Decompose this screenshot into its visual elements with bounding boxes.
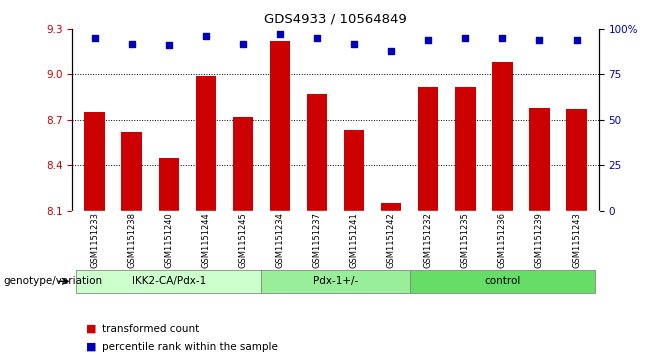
Bar [344, 130, 365, 211]
Point [386, 48, 397, 54]
Point [349, 41, 359, 46]
Point [274, 32, 285, 37]
Text: GSM1151232: GSM1151232 [424, 212, 433, 268]
Bar [122, 132, 142, 211]
Point [126, 41, 137, 46]
Text: transformed count: transformed count [102, 323, 199, 334]
Point [460, 35, 470, 41]
Text: GSM1151243: GSM1151243 [572, 212, 581, 268]
Text: GSM1151244: GSM1151244 [201, 212, 211, 268]
Text: GSM1151242: GSM1151242 [387, 212, 395, 268]
Point [534, 37, 545, 43]
Text: IKK2-CA/Pdx-1: IKK2-CA/Pdx-1 [132, 276, 206, 286]
Bar [195, 76, 216, 211]
Text: GSM1151239: GSM1151239 [535, 212, 544, 268]
Title: GDS4933 / 10564849: GDS4933 / 10564849 [265, 12, 407, 25]
Bar [418, 86, 438, 211]
Text: Pdx-1+/-: Pdx-1+/- [313, 276, 358, 286]
Text: genotype/variation: genotype/variation [3, 276, 103, 286]
Point [89, 35, 100, 41]
Text: GSM1151241: GSM1151241 [349, 212, 359, 268]
Bar [567, 109, 587, 211]
Bar [492, 62, 513, 211]
Text: percentile rank within the sample: percentile rank within the sample [102, 342, 278, 352]
Bar [76, 270, 261, 293]
Point [497, 35, 508, 41]
Text: GSM1151237: GSM1151237 [313, 212, 322, 268]
Point [423, 37, 434, 43]
Text: ■: ■ [86, 323, 96, 334]
Bar [381, 203, 401, 211]
Bar [84, 112, 105, 211]
Bar [159, 158, 179, 211]
Bar [455, 86, 476, 211]
Text: GSM1151245: GSM1151245 [238, 212, 247, 268]
Text: control: control [484, 276, 520, 286]
Bar [529, 108, 549, 211]
Point [312, 35, 322, 41]
Bar [270, 41, 290, 211]
Bar [410, 270, 595, 293]
Point [571, 37, 582, 43]
Text: GSM1151236: GSM1151236 [498, 212, 507, 268]
Point [238, 41, 248, 46]
Text: GSM1151238: GSM1151238 [127, 212, 136, 268]
Text: GSM1151235: GSM1151235 [461, 212, 470, 268]
Text: GSM1151233: GSM1151233 [90, 212, 99, 268]
Text: ■: ■ [86, 342, 96, 352]
Bar [261, 270, 410, 293]
Text: GSM1151234: GSM1151234 [276, 212, 284, 268]
Text: GSM1151240: GSM1151240 [164, 212, 173, 268]
Bar [233, 117, 253, 211]
Bar [307, 94, 327, 211]
Point [201, 33, 211, 39]
Point [163, 42, 174, 48]
